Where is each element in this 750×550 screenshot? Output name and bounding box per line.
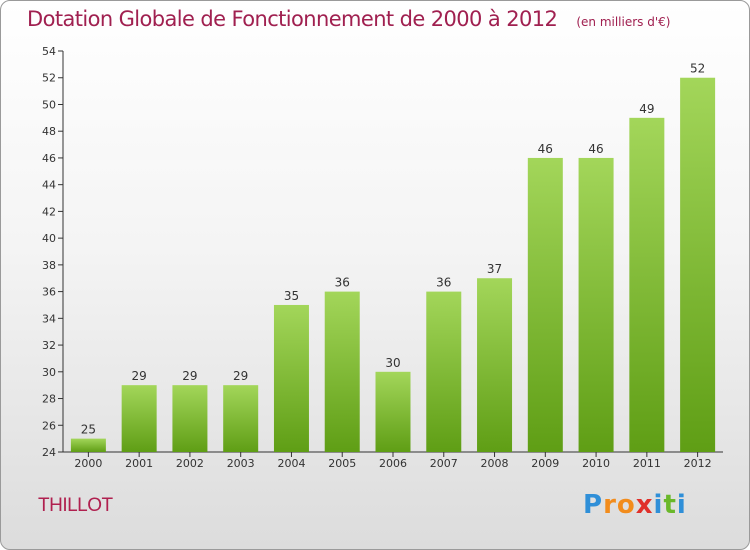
logo-letter: r — [603, 490, 617, 520]
y-axis: 24 26 28 30 32 34 36 38 40 42 44 46 48 50 52 54 — [42, 45, 64, 459]
y-tick-label: 24 — [42, 446, 56, 459]
data-label: 29 — [182, 369, 197, 383]
y-tick-label: 54 — [42, 45, 56, 58]
y-tick-label: 38 — [42, 259, 56, 272]
logo-letter: i — [676, 490, 687, 520]
data-label: 29 — [132, 369, 147, 383]
y-tick-label: 26 — [42, 419, 56, 432]
bar — [324, 291, 360, 452]
data-label: 46 — [538, 142, 553, 156]
logo-letter: P — [583, 490, 604, 520]
bar — [70, 438, 106, 452]
bar — [527, 157, 563, 452]
x-tick-label: 2001 — [125, 457, 153, 470]
x-tick-label: 2011 — [633, 457, 661, 470]
bar — [273, 304, 309, 452]
chart-unit: (en milliers d'€) — [576, 15, 671, 29]
bar — [426, 291, 462, 452]
y-tick-label: 42 — [42, 205, 56, 218]
data-label: 29 — [233, 369, 248, 383]
y-tick-label: 46 — [42, 152, 56, 165]
bar — [121, 385, 157, 452]
data-label: 25 — [81, 423, 96, 437]
x-tick-label: 2010 — [582, 457, 610, 470]
y-tick-label: 50 — [42, 98, 56, 111]
y-tick-label: 48 — [42, 125, 56, 138]
x-tick-label: 2007 — [430, 457, 458, 470]
proxiti-logo: Proxiti — [583, 490, 687, 520]
x-tick-label: 2009 — [531, 457, 559, 470]
x-tick-label: 2002 — [176, 457, 204, 470]
value-labels: 25 29 29 29 35 36 30 36 37 46 46 49 52 — [81, 62, 706, 437]
logo-letter: t — [663, 490, 677, 520]
x-tick-label: 2003 — [227, 457, 255, 470]
y-tick-label: 40 — [42, 232, 56, 245]
bar — [680, 77, 716, 452]
data-label: 49 — [639, 102, 654, 116]
data-label: 36 — [335, 276, 350, 290]
y-tick-label: 32 — [42, 339, 56, 352]
chart-title-text: Dotation Globale de Fonctionnement de 20… — [27, 7, 558, 31]
bar — [629, 117, 665, 452]
y-tick-label: 30 — [42, 366, 56, 379]
data-label: 35 — [284, 289, 299, 303]
logo-letter: i — [653, 490, 664, 520]
bar — [578, 157, 614, 452]
y-tick-label: 28 — [42, 393, 56, 406]
commune-name: THILLOT — [38, 495, 113, 516]
x-tick-label: 2008 — [481, 457, 509, 470]
data-label: 52 — [690, 62, 705, 76]
y-tick-label: 36 — [42, 286, 56, 299]
bar — [172, 385, 208, 452]
logo-letter: x — [635, 490, 654, 520]
logo-letter: o — [616, 490, 636, 520]
x-tick-label: 2004 — [277, 457, 305, 470]
chart-title: Dotation Globale de Fonctionnement de 20… — [27, 7, 670, 31]
x-tick-label: 2000 — [74, 457, 102, 470]
y-tick-label: 52 — [42, 72, 56, 85]
data-label: 46 — [588, 142, 603, 156]
bars — [70, 77, 716, 452]
x-tick-label: 2006 — [379, 457, 407, 470]
data-label: 37 — [487, 262, 502, 276]
x-axis: 2000 2001 2002 2003 2004 2005 2006 2007 2008 2009… — [63, 451, 723, 470]
bar — [375, 371, 411, 452]
data-label: 36 — [436, 276, 451, 290]
x-tick-label: 2012 — [684, 457, 712, 470]
bar — [223, 385, 259, 452]
y-tick-label: 44 — [42, 179, 56, 192]
bar — [477, 278, 513, 452]
y-tick-label: 34 — [42, 312, 56, 325]
x-tick-label: 2005 — [328, 457, 356, 470]
data-label: 30 — [385, 356, 400, 370]
